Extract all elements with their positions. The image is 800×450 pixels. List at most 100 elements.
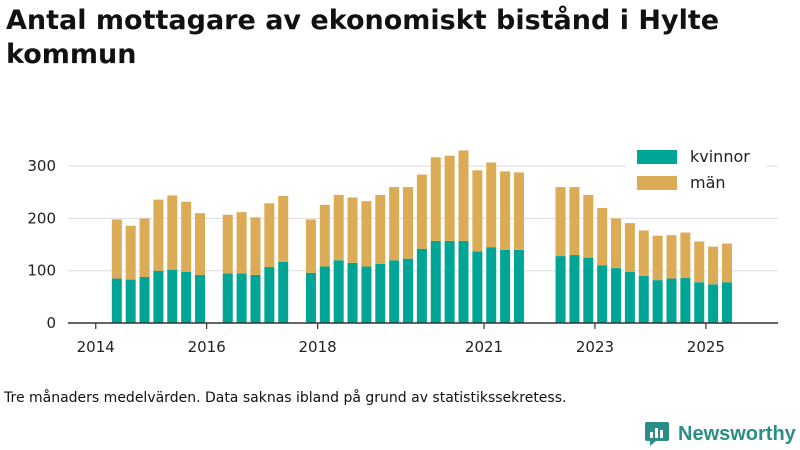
bar-man: [222, 214, 233, 274]
legend-label: män: [690, 173, 726, 192]
bar-man: [167, 195, 178, 270]
bar-man: [486, 162, 497, 248]
bar-man: [250, 217, 261, 275]
bar-man: [347, 197, 358, 263]
bars: [111, 150, 732, 323]
bar-kvinnor: [597, 265, 608, 323]
bar-man: [472, 170, 483, 252]
bar-kvinnor: [569, 255, 580, 323]
bar-man: [403, 187, 414, 259]
bar-man: [319, 204, 330, 267]
bar-man: [430, 157, 441, 241]
bar-man: [513, 172, 524, 250]
bar-kvinnor: [416, 248, 427, 323]
bar-kvinnor: [222, 273, 233, 323]
bar-kvinnor: [125, 279, 136, 323]
legend-swatch: [637, 176, 677, 190]
bar-kvinnor: [486, 247, 497, 323]
bar-man: [416, 174, 427, 249]
bar-man: [694, 241, 705, 283]
bar-man: [500, 171, 511, 250]
y-tick-label: 300: [27, 157, 56, 175]
bar-kvinnor: [333, 260, 344, 323]
bar-kvinnor: [638, 275, 649, 323]
bar-man: [153, 199, 164, 271]
bar-man: [708, 246, 719, 285]
chart: 2014 2016 2018 2021 2023 2025 0 100 200 300 kvin…: [27, 144, 778, 356]
bar-kvinnor: [347, 262, 358, 323]
bar-kvinnor: [375, 263, 386, 323]
bar-kvinnor: [264, 267, 275, 323]
y-axis: 0 100 200 300: [27, 157, 56, 332]
bar-kvinnor: [694, 282, 705, 323]
bar-man: [611, 218, 622, 269]
bar-kvinnor: [305, 272, 316, 323]
bar-kvinnor: [652, 280, 663, 323]
x-tick-label: 2021: [465, 338, 503, 356]
bar-kvinnor: [319, 266, 330, 323]
bar-man: [680, 232, 691, 279]
bar-man: [125, 225, 136, 280]
bar-kvinnor: [611, 268, 622, 323]
brand-name: Newsworthy: [678, 422, 796, 445]
legend-swatch: [637, 150, 677, 164]
bar-kvinnor: [153, 270, 164, 323]
bar-kvinnor: [472, 251, 483, 323]
y-tick-label: 100: [27, 262, 56, 280]
bar-man: [389, 187, 400, 261]
bar-man: [666, 235, 677, 279]
bar-man: [333, 194, 344, 261]
bar-man: [264, 203, 275, 268]
bar-man: [278, 195, 289, 262]
bar-kvinnor: [361, 266, 372, 323]
bar-kvinnor: [195, 274, 206, 323]
bar-man: [375, 194, 386, 264]
bar-kvinnor: [139, 276, 150, 323]
bar-man: [139, 218, 150, 277]
bar-man: [195, 213, 206, 275]
x-tick-label: 2023: [576, 338, 614, 356]
bar-kvinnor: [513, 249, 524, 323]
bar-kvinnor: [278, 261, 289, 323]
bar-man: [569, 187, 580, 256]
legend-label: kvinnor: [690, 147, 750, 166]
bar-man: [305, 219, 316, 273]
bar-kvinnor: [111, 278, 122, 323]
bar-man: [458, 150, 469, 241]
bar-man: [624, 223, 635, 272]
bar-kvinnor: [500, 249, 511, 323]
chart-caption: Tre månaders medelvärden. Data saknas ib…: [4, 390, 567, 406]
y-tick-label: 200: [27, 209, 56, 227]
bar-man: [555, 187, 566, 257]
bar-man: [111, 219, 122, 279]
bar-kvinnor: [721, 282, 732, 323]
brand-logo: Newsworthy: [644, 420, 796, 448]
bar-man: [236, 212, 247, 274]
bar-kvinnor: [250, 274, 261, 323]
bar-kvinnor: [666, 278, 677, 323]
bar-kvinnor: [444, 240, 455, 323]
bar-kvinnor: [458, 240, 469, 323]
bar-kvinnor: [181, 271, 192, 323]
bar-man: [361, 201, 372, 267]
y-tick-label: 0: [46, 314, 56, 332]
newsworthy-logo-icon: [645, 422, 669, 446]
bar-kvinnor: [403, 258, 414, 323]
x-tick-label: 2025: [687, 338, 725, 356]
chart-title: Antal mottagare av ekonomiskt bistånd i …: [6, 5, 720, 70]
bar-man: [444, 155, 455, 241]
x-tick-label: 2018: [299, 338, 337, 356]
bar-man: [597, 207, 608, 266]
bar-man: [652, 235, 663, 281]
bar-man: [181, 201, 192, 272]
bar-kvinnor: [430, 240, 441, 323]
x-axis: 2014 2016 2018 2021 2023 2025: [68, 322, 778, 356]
bar-kvinnor: [167, 269, 178, 323]
bar-kvinnor: [583, 257, 594, 323]
bar-kvinnor: [236, 273, 247, 323]
bar-kvinnor: [555, 256, 566, 323]
legend: kvinnor män: [626, 144, 766, 204]
bar-kvinnor: [389, 260, 400, 323]
bar-kvinnor: [680, 278, 691, 323]
bar-man: [583, 194, 594, 258]
